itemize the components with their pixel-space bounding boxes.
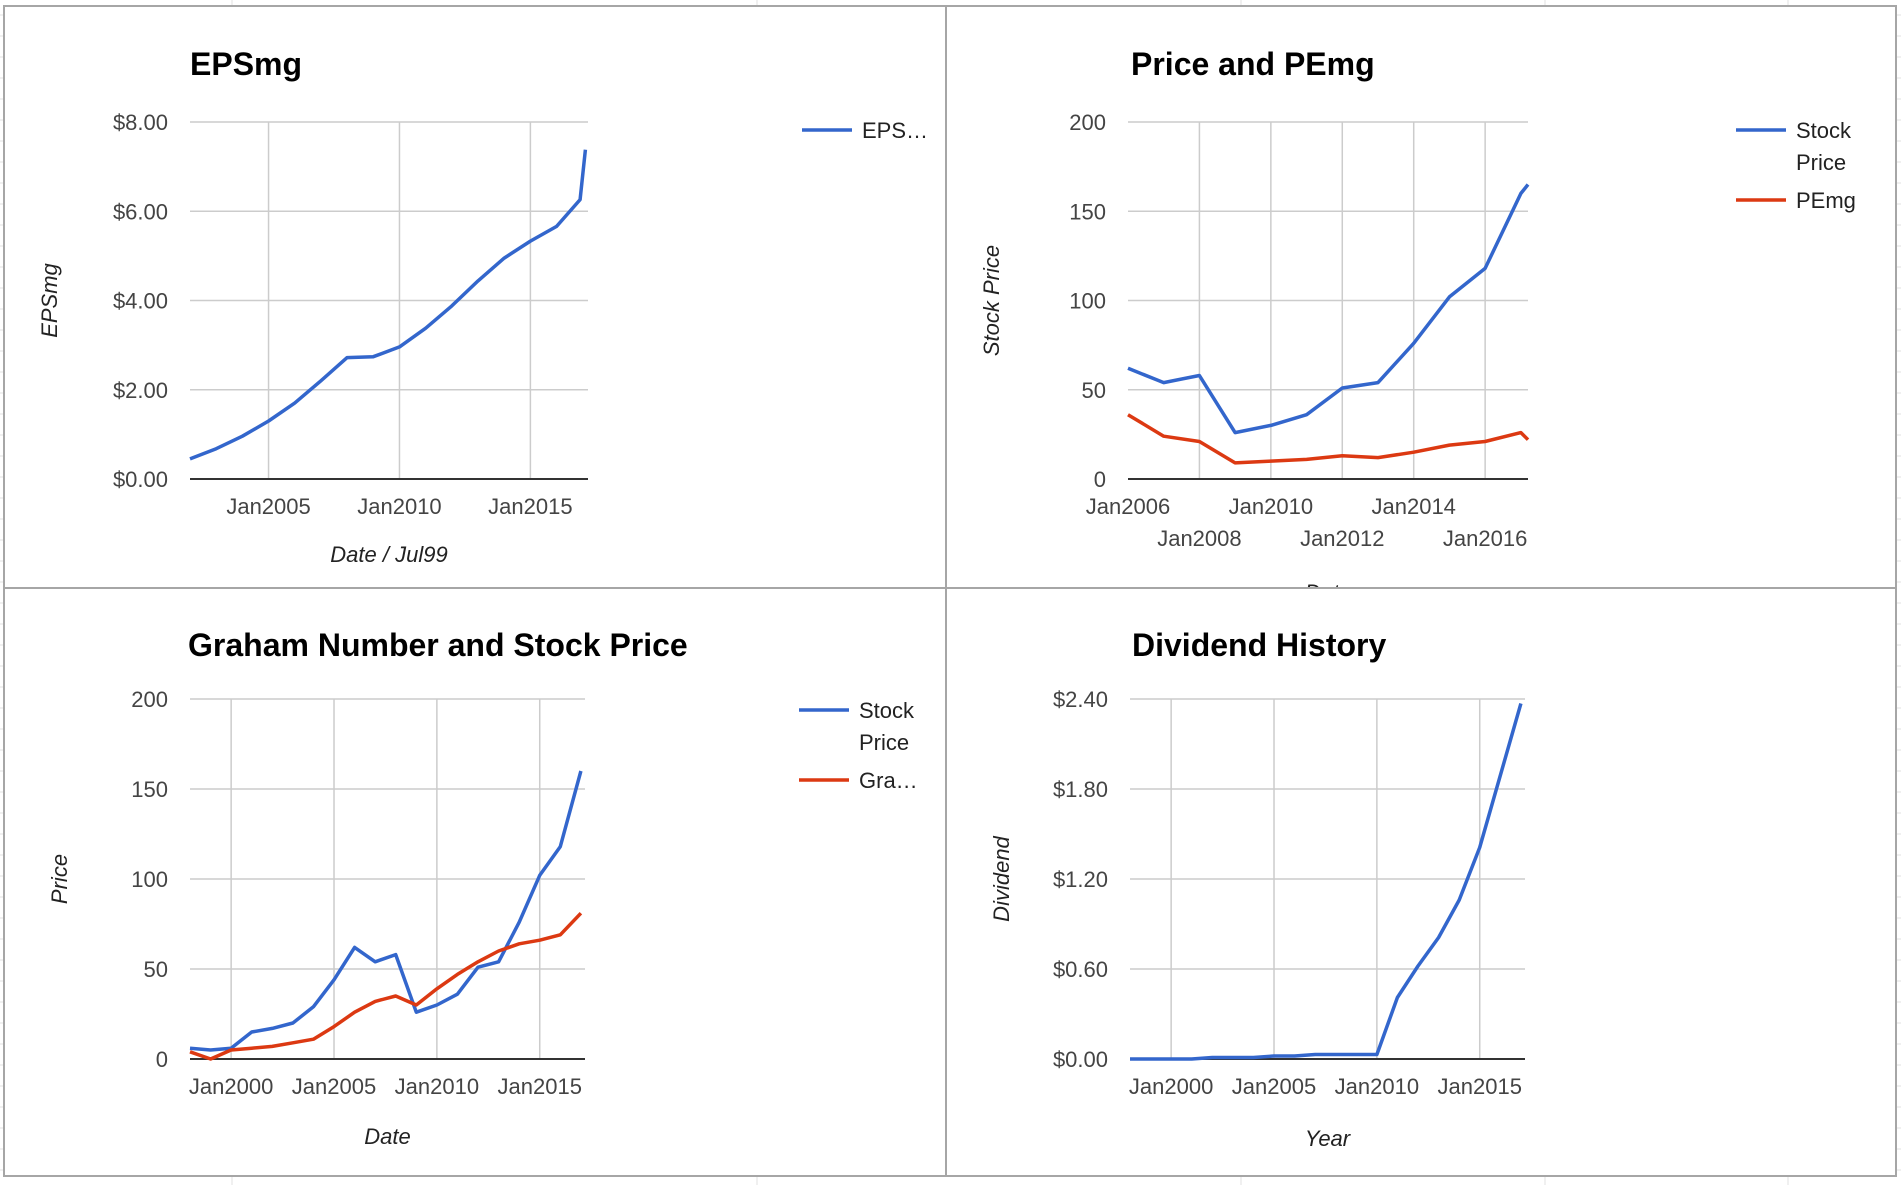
- y-tick-label: 50: [1082, 378, 1106, 403]
- dividend-history-chart: Dividend History $0.00 $0.60 $1.20 $1.80 $2.4…: [989, 627, 1525, 1151]
- x-tick-label: Jan2012: [1300, 526, 1384, 551]
- y-tick-label: 50: [144, 957, 168, 982]
- chart-title: Price and PEmg: [1131, 46, 1375, 82]
- x-axis-title: Year: [1305, 1126, 1352, 1151]
- price-pemg-chart: Price and PEmg 0 50 100 150 200 Jan2006 Jan2008…: [979, 46, 1856, 592]
- x-tick-label: Jan2005: [292, 1074, 376, 1099]
- x-axis-title: Date: [364, 1124, 410, 1149]
- y-axis-title: Stock Price: [979, 245, 1004, 356]
- legend-label: EPS…: [862, 118, 928, 143]
- x-tick-label: Jan2005: [1232, 1074, 1316, 1099]
- series-line-pemg: [1127, 413, 1530, 465]
- x-tick-label: Jan2010: [357, 494, 441, 519]
- y-tick-label: 100: [131, 867, 168, 892]
- y-axis-title: Price: [47, 854, 72, 904]
- x-tick-label: Jan2015: [1438, 1074, 1522, 1099]
- epsmg-chart: EPSmg $0.00 $2.00 $4.00 $6.00 $8.00 Jan2005 Jan…: [37, 46, 928, 567]
- y-tick-label: 0: [1094, 467, 1106, 492]
- legend-label: PEmg: [1796, 188, 1856, 213]
- y-tick-label: $1.80: [1053, 777, 1108, 802]
- chart-panel-graham-number[interactable]: Graham Number and Stock Price 0 50 100 150 20…: [3, 587, 948, 1177]
- y-tick-label: 200: [131, 687, 168, 712]
- x-tick-label: Jan2006: [1086, 494, 1170, 519]
- x-tick-label: Jan2015: [488, 494, 572, 519]
- y-tick-label: 150: [131, 777, 168, 802]
- y-tick-label: $6.00: [113, 199, 168, 224]
- y-tick-label: $0.00: [113, 467, 168, 492]
- x-tick-label: Jan2015: [498, 1074, 582, 1099]
- y-tick-label: 150: [1069, 199, 1106, 224]
- x-tick-label: Jan2010: [1335, 1074, 1419, 1099]
- x-axis-title: Date / Jul99: [330, 542, 447, 567]
- y-tick-label: $0.00: [1053, 1047, 1108, 1072]
- x-tick-label: Jan2016: [1443, 526, 1527, 551]
- y-tick-label: $0.60: [1053, 957, 1108, 982]
- x-tick-label: Jan2010: [395, 1074, 479, 1099]
- series-line-gra: [189, 911, 583, 1061]
- x-tick-label: Jan2010: [1229, 494, 1313, 519]
- legend-label: Stock Price: [1796, 118, 1852, 175]
- y-axis-title: Dividend: [989, 835, 1014, 921]
- chart-panel-epsmg[interactable]: EPSmg $0.00 $2.00 $4.00 $6.00 $8.00 Jan2005 Jan…: [3, 5, 948, 590]
- chart-title: Dividend History: [1132, 627, 1386, 663]
- y-tick-label: $4.00: [113, 289, 168, 314]
- y-tick-label: 0: [156, 1047, 168, 1072]
- y-tick-label: $2.40: [1053, 687, 1108, 712]
- chart-panel-dividend-history[interactable]: Dividend History $0.00 $0.60 $1.20 $1.80 $2.4…: [945, 587, 1897, 1177]
- y-tick-label: 200: [1069, 110, 1106, 135]
- chart-panel-price-pemg[interactable]: Price and PEmg 0 50 100 150 200 Jan2006 Jan2008…: [945, 5, 1897, 592]
- x-tick-label: Jan2008: [1157, 526, 1241, 551]
- y-tick-label: $1.20: [1053, 867, 1108, 892]
- series-line-stock-price: [1127, 183, 1530, 435]
- chart-title: Graham Number and Stock Price: [188, 627, 688, 663]
- x-tick-label: Jan2014: [1372, 494, 1456, 519]
- series-line-dividend: [1130, 703, 1523, 1061]
- x-tick-label: Jan2000: [189, 1074, 273, 1099]
- graham-number-chart: Graham Number and Stock Price 0 50 100 150 20…: [47, 627, 918, 1149]
- legend-label: Gra…: [859, 768, 918, 793]
- chart-title: EPSmg: [190, 46, 302, 82]
- series-line-stock-price: [189, 770, 583, 1052]
- legend-label: Stock Price: [859, 698, 915, 755]
- y-tick-label: $2.00: [113, 378, 168, 403]
- y-tick-label: 100: [1069, 289, 1106, 314]
- x-tick-label: Jan2000: [1129, 1074, 1213, 1099]
- y-axis-title: EPSmg: [37, 262, 62, 337]
- y-tick-label: $8.00: [113, 110, 168, 135]
- x-tick-label: Jan2005: [226, 494, 310, 519]
- series-line-eps: [189, 149, 588, 461]
